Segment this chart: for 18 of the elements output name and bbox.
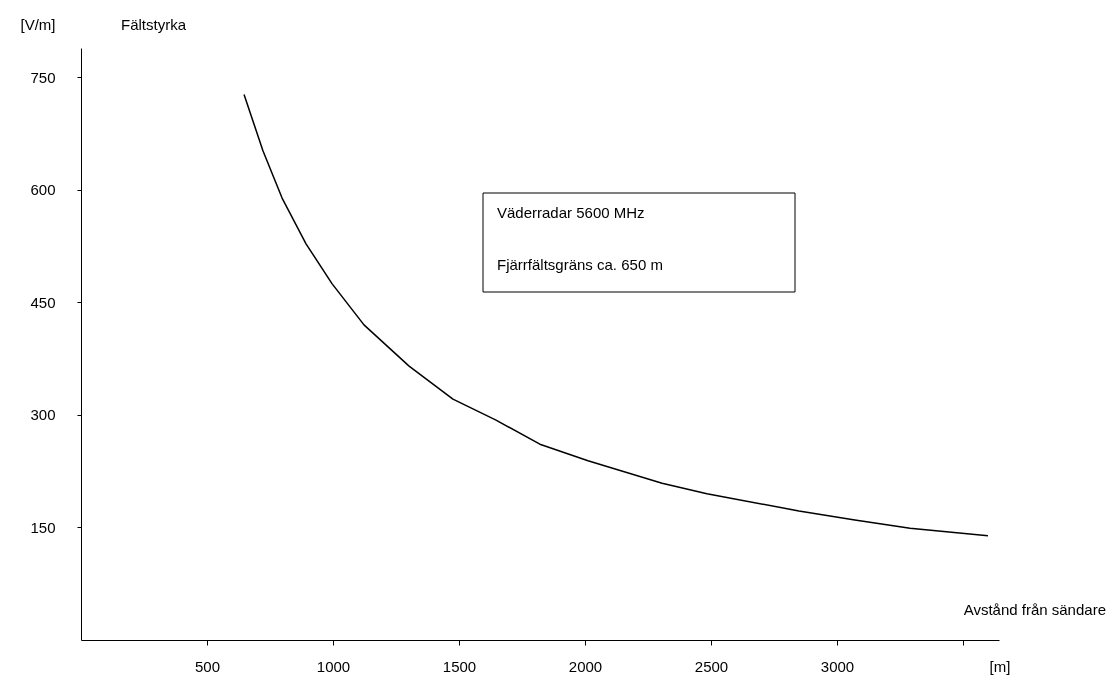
text: [m]	[989, 658, 1011, 675]
annotation: Fjärrfältsgräns ca. 650 m	[497, 256, 663, 273]
y-tick-label: 150	[30, 518, 56, 536]
x-tick-label: 1500	[442, 657, 477, 675]
y-tick-label: 450	[30, 293, 56, 311]
y-tick-label: 750	[30, 68, 56, 86]
x-tick-label: 2000	[568, 657, 603, 675]
x-tick-label: 2500	[694, 657, 729, 675]
x-tick-label: 500	[194, 657, 221, 675]
y-tick-label: 300	[30, 406, 56, 424]
y-tick-label: 600	[30, 181, 56, 199]
text: [V/m]	[20, 16, 56, 33]
x-tick-label: 3000	[820, 657, 855, 675]
y-axis-title: Fältstyrka	[121, 16, 187, 33]
x-tick-label: 1000	[316, 657, 351, 675]
line-series	[243, 93, 989, 537]
x-axis-title: Avstånd från sändare	[963, 601, 1106, 618]
annotation: Väderradar 5600 MHz	[497, 204, 645, 221]
